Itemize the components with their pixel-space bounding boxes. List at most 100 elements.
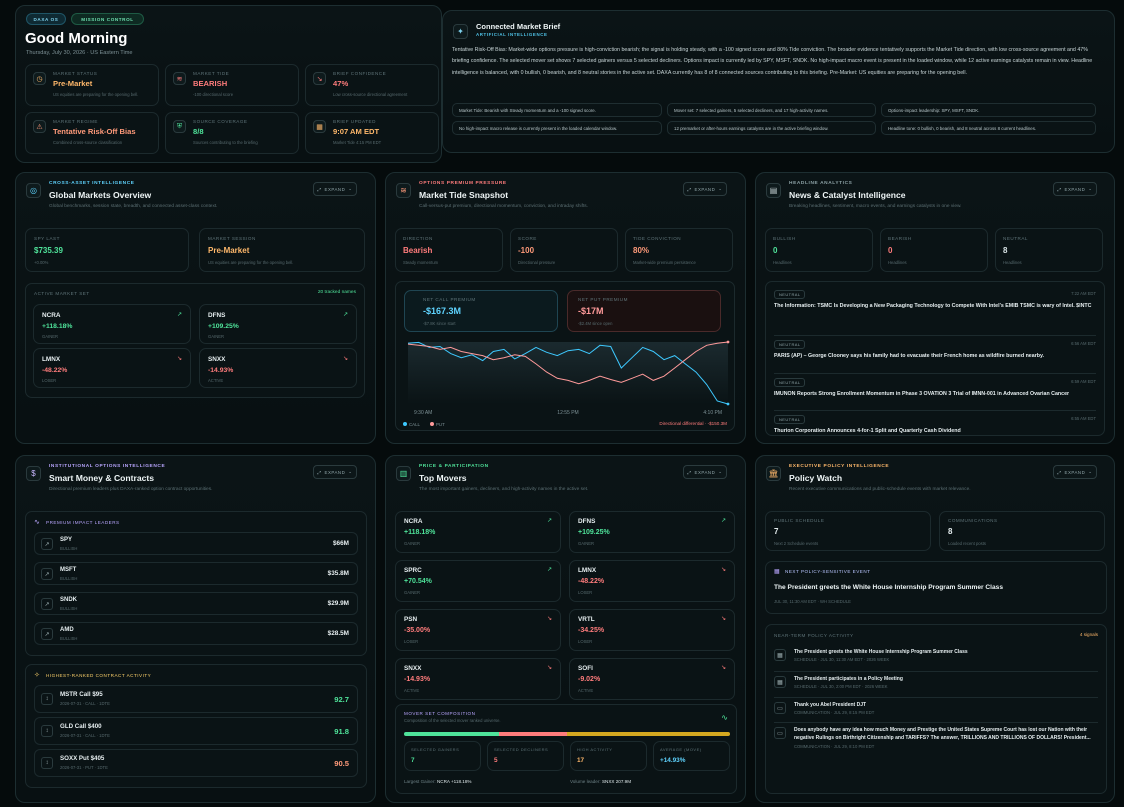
policy-activity-item[interactable]: ▦ The President participates in a Policy … bbox=[774, 671, 1098, 693]
mover-note: GAINER bbox=[42, 334, 59, 339]
global-sub: Global benchmarks, session state, breadt… bbox=[49, 204, 218, 209]
news-item[interactable]: NEUTRAL 6:59 AM EDT IMUNON Reports Strong … bbox=[774, 373, 1096, 409]
session-note: US equities are preparing for the openin… bbox=[208, 260, 294, 265]
legend-call: CALL bbox=[403, 422, 420, 427]
composition-stat-label: SELECTED DECLINERS bbox=[494, 747, 549, 752]
mover-card[interactable]: LMNX -48.22% LOSER ↘ bbox=[569, 560, 735, 602]
mover-change: +118.18% bbox=[42, 323, 73, 330]
contract-row[interactable]: ↕ SOXX Put $405 2026-07-31 · PUT · 1DTE 90.… bbox=[34, 749, 358, 777]
mover-card[interactable]: SOFI -9.02% ACTIVE ↘ bbox=[569, 658, 735, 700]
mover-note: LOSER bbox=[578, 639, 593, 644]
newspaper-icon: ▤ bbox=[766, 183, 781, 198]
series-end-point bbox=[726, 402, 730, 406]
tracked-names-link[interactable]: 20 tracked names bbox=[317, 290, 356, 295]
movers-expand-button[interactable]: ⤢ EXPAND ⌄ bbox=[683, 465, 727, 479]
mover-card[interactable]: PSN -35.00% LOSER ↘ bbox=[395, 609, 561, 651]
tide-expand-button[interactable]: ⤢ EXPAND ⌄ bbox=[683, 182, 727, 196]
brief-chip: Options-impact leadership: SPY, MSFT, SN… bbox=[881, 103, 1096, 117]
policy-title: Policy Watch bbox=[789, 473, 843, 483]
news-expand-button[interactable]: ⤢ EXPAND ⌄ bbox=[1053, 182, 1097, 196]
composition-stat-label: HIGH ACTIVITY bbox=[577, 747, 613, 752]
policy-stat-card: COMMUNICATIONS 8 Loaded recent posts bbox=[939, 511, 1105, 551]
trend-down-icon: ↘ bbox=[720, 665, 726, 671]
globe-icon: ◎ bbox=[26, 183, 41, 198]
daxa-os-pill[interactable]: DAXA OS bbox=[26, 13, 66, 25]
expand-icon: ⤢ bbox=[317, 186, 322, 192]
news-stat-label: BEARISH bbox=[888, 236, 912, 241]
chevron-down-icon: ⌄ bbox=[718, 469, 723, 474]
mover-change: -48.22% bbox=[42, 367, 68, 374]
mover-card[interactable]: VRTL -34.25% LOSER ↘ bbox=[569, 609, 735, 651]
news-item[interactable]: NEUTRAL 6:55 AM EDT Thurion Corporation An… bbox=[774, 410, 1096, 436]
next-event-card[interactable]: ▦ NEXT POLICY-SENSITIVE EVENT The Presid… bbox=[765, 561, 1107, 614]
mover-card[interactable]: SNXX -14.93% ACTIVE ↘ bbox=[395, 658, 561, 700]
leader-value: $29.9M bbox=[327, 600, 349, 607]
top-movers-panel: ▥ PRICE & PARTICIPATION Top Movers The m… bbox=[385, 455, 746, 803]
mover-card[interactable]: DFNS +109.25% GAINER ↗ bbox=[199, 304, 357, 344]
contract-row[interactable]: ↕ GLD Call $400 2026-07-31 · CALL · 1DTE 91… bbox=[34, 717, 358, 745]
market-session-card: MARKET SESSION Pre-Market US equities ar… bbox=[199, 228, 365, 272]
brief-chip: Headline tone: 0 bullish, 0 bearish, and… bbox=[881, 121, 1096, 135]
x-tick-label: 9:30 AM bbox=[414, 410, 432, 416]
news-item[interactable]: NEUTRAL 7:22 AM EDT The Information: TSMC … bbox=[774, 286, 1096, 334]
expand-icon: ⤢ bbox=[317, 469, 322, 475]
mover-symbol: PSN bbox=[404, 616, 418, 623]
calendar-icon: ▦ bbox=[774, 569, 780, 575]
sentiment-badge: NEUTRAL bbox=[774, 415, 806, 424]
news-headline: PARIS (AP) – George Clooney says his fam… bbox=[774, 353, 1045, 359]
tide-stat-card: DIRECTION Bearish Steady momentum bbox=[395, 228, 503, 272]
leader-row[interactable]: ↗ AMD BULLISH $28.5M bbox=[34, 622, 358, 645]
policy-activity-item[interactable]: ▭ Does anybody have any idea how much Mon… bbox=[774, 722, 1098, 754]
mover-note: GAINER bbox=[404, 590, 421, 595]
policy-kicker: EXECUTIVE POLICY INTELLIGENCE bbox=[789, 464, 890, 469]
smart-expand-button[interactable]: ⤢ EXPAND ⌄ bbox=[313, 465, 357, 479]
composition-stat-value: 17 bbox=[577, 757, 585, 764]
mover-change: -48.22% bbox=[578, 578, 605, 585]
contract-name: MSTR Call $95 bbox=[60, 691, 103, 698]
policy-activity-item[interactable]: ▭ Thank you Abel President DJT COMMUNICATI… bbox=[774, 697, 1098, 718]
mover-card[interactable]: LMNX -48.22% LOSER ↘ bbox=[33, 348, 191, 388]
leaders-label: PREMIUM IMPACT LEADERS bbox=[46, 520, 120, 525]
policy-activity-item[interactable]: ▦ The President greets the White House In… bbox=[774, 645, 1098, 667]
brief-stat-note: US equities are preparing for the openin… bbox=[53, 92, 139, 97]
connected-brief-title: Connected Market Brief bbox=[476, 22, 561, 31]
leader-row[interactable]: ↗ SPY BULLISH $66M bbox=[34, 532, 358, 555]
message-icon: ▭ bbox=[774, 702, 786, 714]
chevron-down-icon: ⌄ bbox=[348, 186, 353, 191]
mission-control-pill[interactable]: MISSION CONTROL bbox=[71, 13, 144, 25]
ticket-icon: ↕ bbox=[41, 725, 53, 737]
contract-row[interactable]: ↕ MSTR Call $95 2026-07-31 · CALL · 1DTE 92… bbox=[34, 685, 358, 713]
brief-stat-note: -100 directional score bbox=[193, 92, 234, 97]
composition-stat: HIGH ACTIVITY 17 bbox=[570, 741, 647, 771]
global-expand-button[interactable]: ⤢ EXPAND ⌄ bbox=[313, 182, 357, 196]
contract-note: 2026-07-31 · PUT · 1DTE bbox=[60, 765, 108, 770]
net-call-label: NET CALL PREMIUM bbox=[423, 297, 476, 302]
brief-stat-label: BRIEF CONFIDENCE bbox=[333, 71, 387, 76]
brief-stat-note: Combined cross-source classification bbox=[53, 140, 123, 145]
mover-card[interactable]: NCRA +118.18% GAINER ↗ bbox=[395, 511, 561, 553]
mover-card[interactable]: SPRC +70.54% GAINER ↗ bbox=[395, 560, 561, 602]
leader-note: BULLISH bbox=[60, 576, 78, 581]
connected-brief-kicker: ARTIFICIAL INTELLIGENCE bbox=[476, 32, 548, 37]
news-stat-value: 8 bbox=[1003, 246, 1008, 255]
brief-chip: 12 premarket or after-hours earnings cat… bbox=[667, 121, 876, 135]
news-item[interactable]: NEUTRAL 6:56 AM EDT PARIS (AP) – George Cl… bbox=[774, 335, 1096, 372]
leader-row[interactable]: ↗ MSFT BULLISH $35.8M bbox=[34, 562, 358, 585]
mover-card[interactable]: DFNS +109.25% GAINER ↗ bbox=[569, 511, 735, 553]
policy-stat-value: 8 bbox=[948, 527, 953, 536]
mover-card[interactable]: NCRA +118.18% GAINER ↗ bbox=[33, 304, 191, 344]
brief-stat-label: BRIEF UPDATED bbox=[333, 119, 376, 124]
policy-expand-button[interactable]: ⤢ EXPAND ⌄ bbox=[1053, 465, 1097, 479]
chart-legend: CALL PUT bbox=[403, 422, 445, 427]
volume-value: SNXX 207.9M bbox=[601, 779, 632, 784]
greeting-title: Good Morning bbox=[25, 30, 128, 47]
legend-put-label: PUT bbox=[435, 422, 445, 427]
composition-stat-value: 7 bbox=[411, 757, 415, 764]
mover-card[interactable]: SNXX -14.93% ACTIVE ↘ bbox=[199, 348, 357, 388]
composition-segment bbox=[404, 732, 499, 736]
policy-stat-label: COMMUNICATIONS bbox=[948, 518, 998, 523]
brief-stat-card: ◷ MARKET STATUS Pre-Market US equities are … bbox=[25, 64, 159, 106]
contract-score: 92.7 bbox=[334, 695, 349, 704]
volume-leader: Volume leader: SNXX 207.9M bbox=[570, 779, 631, 784]
leader-row[interactable]: ↗ SNDK BULLISH $29.9M bbox=[34, 592, 358, 615]
